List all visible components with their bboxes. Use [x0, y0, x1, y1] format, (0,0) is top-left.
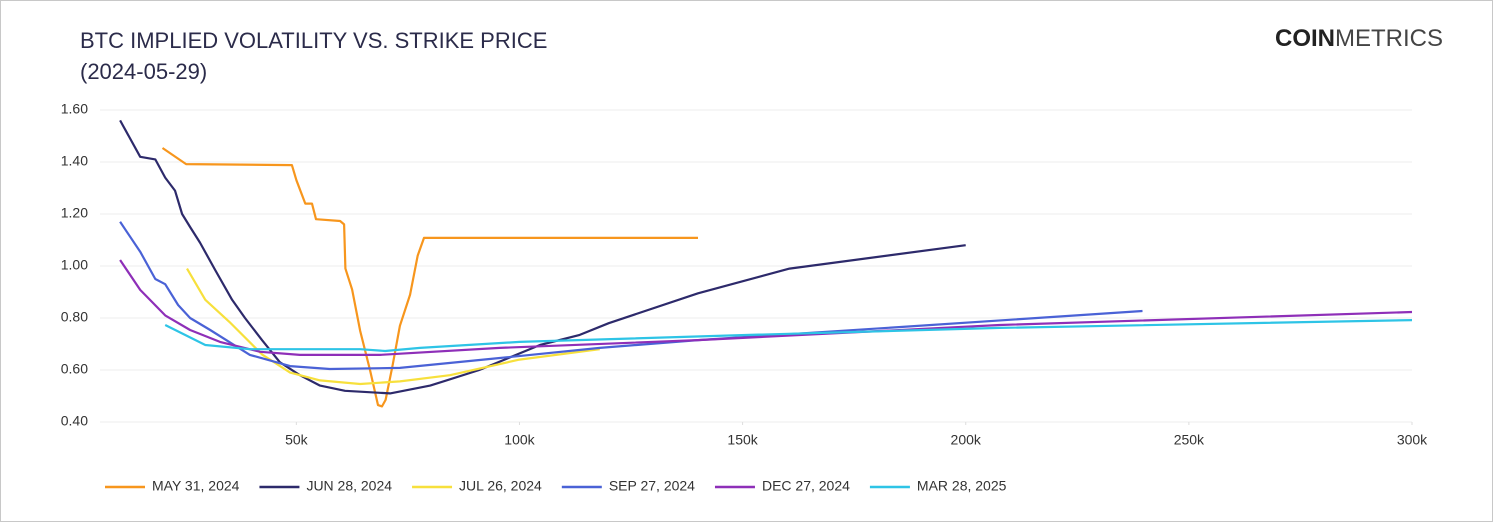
series-line: [164, 319, 1413, 353]
y-tick-label: 1.00: [61, 257, 88, 273]
x-tick-label: 150k: [727, 432, 758, 448]
logo: COINMETRICS: [1275, 25, 1443, 52]
y-tick-label: 1.60: [61, 101, 88, 117]
legend-label: DEC 27, 2024: [762, 478, 850, 494]
legend-label: JUL 26, 2024: [459, 478, 542, 494]
x-tick-label: 50k: [285, 432, 309, 448]
legend-label: MAY 31, 2024: [152, 478, 240, 494]
chart-subtitle: (2024-05-29): [80, 59, 207, 84]
y-tick-label: 0.60: [61, 361, 88, 377]
logo-bold: COIN: [1275, 25, 1335, 52]
x-tick-label: 200k: [951, 432, 982, 448]
x-tick-label: 300k: [1397, 432, 1428, 448]
logo-light: METRICS: [1335, 25, 1443, 52]
series-line: [119, 221, 1143, 371]
legend-label: MAR 28, 2025: [917, 478, 1007, 494]
chart-title: BTC IMPLIED VOLATILITY VS. STRIKE PRICE: [80, 28, 547, 53]
series-line: [119, 259, 1413, 356]
x-tick-label: 100k: [504, 432, 535, 448]
legend-label: JUN 28, 2024: [306, 478, 392, 494]
y-tick-label: 0.80: [61, 309, 88, 325]
y-tick-label: 1.40: [61, 153, 88, 169]
x-tick-label: 250k: [1174, 432, 1205, 448]
y-tick-label: 0.40: [61, 413, 88, 429]
y-tick-label: 1.20: [61, 205, 88, 221]
legend-label: SEP 27, 2024: [609, 478, 695, 494]
series-line: [161, 147, 698, 408]
series-line: [186, 268, 600, 386]
